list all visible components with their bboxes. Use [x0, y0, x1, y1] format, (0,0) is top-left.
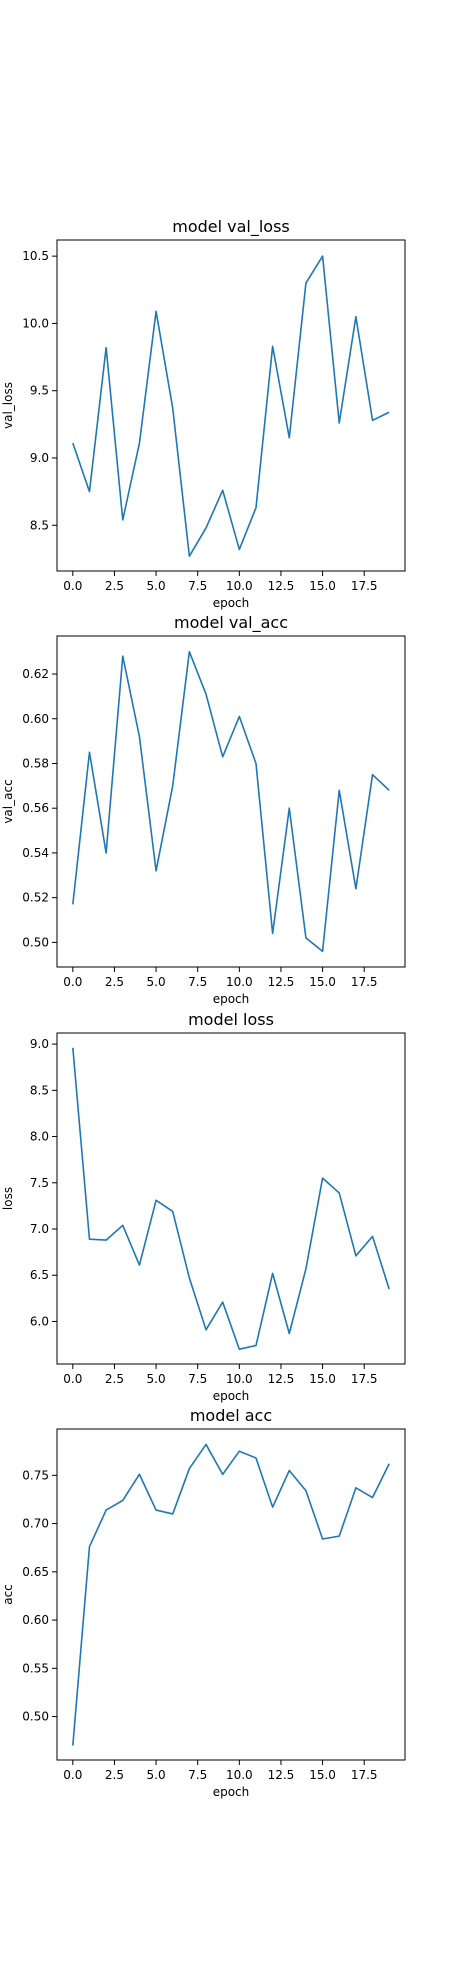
x-tick-label: 12.5 — [268, 975, 295, 989]
y-tick-label: 8.5 — [30, 1083, 49, 1097]
chart-title: model val_loss — [172, 217, 290, 237]
x-tick-label: 15.0 — [309, 1768, 336, 1782]
x-tick-label: 7.5 — [188, 1372, 207, 1386]
y-tick-label: 0.50 — [22, 935, 49, 949]
series-line — [72, 255, 390, 558]
x-tick-label: 7.5 — [188, 1768, 207, 1782]
y-axis-label: acc — [1, 1584, 15, 1605]
x-tick-label: 2.5 — [105, 1372, 124, 1386]
y-axis-label: loss — [1, 1187, 15, 1210]
y-tick-label: 0.65 — [22, 1565, 49, 1579]
y-tick-label: 0.55 — [22, 1661, 49, 1675]
plot-frame — [56, 1428, 406, 1761]
y-axis-label: val_acc — [1, 779, 15, 823]
x-tick-label: 15.0 — [309, 1372, 336, 1386]
y-tick-label: 0.56 — [22, 801, 49, 815]
series-line — [72, 650, 390, 953]
y-tick-label: 0.62 — [22, 667, 49, 681]
x-tick-label: 17.5 — [351, 579, 378, 593]
x-tick-label: 17.5 — [351, 1372, 378, 1386]
x-tick-label: 0.0 — [63, 579, 82, 593]
y-tick-label: 8.0 — [30, 1130, 49, 1144]
x-tick-label: 7.5 — [188, 975, 207, 989]
x-tick-label: 2.5 — [105, 1768, 124, 1782]
chart-title: model acc — [190, 1406, 272, 1425]
series-line — [72, 1443, 390, 1746]
chart-title: model loss — [188, 1010, 274, 1029]
y-tick-label: 6.0 — [30, 1314, 49, 1328]
y-tick-label: 9.0 — [30, 451, 49, 465]
chart-title: model val_acc — [174, 613, 288, 633]
y-tick-label: 7.5 — [30, 1176, 49, 1190]
y-tick-label: 8.5 — [30, 518, 49, 532]
y-tick-label: 9.5 — [30, 384, 49, 398]
x-tick-label: 10.0 — [226, 1372, 253, 1386]
x-tick-label: 5.0 — [147, 1372, 166, 1386]
x-tick-label: 5.0 — [147, 579, 166, 593]
plot-frame — [56, 1032, 406, 1365]
plot-frame — [56, 635, 406, 968]
x-tick-label: 7.5 — [188, 579, 207, 593]
x-tick-label: 17.5 — [351, 975, 378, 989]
x-tick-label: 12.5 — [268, 1768, 295, 1782]
subplot-2: model val_acc 0.0 2.5 5.0 7.5 10.0 12.5 15.0 17.… — [1, 613, 406, 1006]
subplot-4: model acc 0.0 2.5 5.0 7.5 10.0 12.5 15.0 17.5 0.5… — [1, 1406, 406, 1799]
y-tick-label: 0.58 — [22, 756, 49, 770]
y-tick-label: 0.60 — [22, 1613, 49, 1627]
x-tick-label: 2.5 — [105, 579, 124, 593]
y-tick-label: 0.60 — [22, 712, 49, 726]
x-tick-label: 5.0 — [147, 975, 166, 989]
x-axis-label: epoch — [213, 1389, 250, 1403]
y-tick-label: 0.54 — [22, 846, 49, 860]
y-tick-label: 0.70 — [22, 1517, 49, 1531]
y-tick-label: 10.0 — [22, 316, 49, 330]
y-tick-label: 10.5 — [22, 249, 49, 263]
x-tick-label: 15.0 — [309, 579, 336, 593]
x-tick-label: 5.0 — [147, 1768, 166, 1782]
y-axis-label: val_loss — [1, 382, 15, 429]
x-tick-label: 0.0 — [63, 1768, 82, 1782]
x-tick-label: 15.0 — [309, 975, 336, 989]
plot-frame — [56, 239, 406, 572]
x-tick-label: 0.0 — [63, 975, 82, 989]
x-tick-label: 12.5 — [268, 1372, 295, 1386]
x-axis-label: epoch — [213, 992, 250, 1006]
y-tick-label: 0.52 — [22, 891, 49, 905]
series-line — [72, 1047, 390, 1351]
y-tick-label: 7.0 — [30, 1222, 49, 1236]
x-tick-label: 12.5 — [268, 579, 295, 593]
x-tick-label: 2.5 — [105, 975, 124, 989]
y-tick-label: 9.0 — [30, 1037, 49, 1051]
x-axis-label: epoch — [213, 1785, 250, 1799]
x-tick-label: 0.0 — [63, 1372, 82, 1386]
x-tick-label: 10.0 — [226, 579, 253, 593]
y-tick-label: 0.50 — [22, 1710, 49, 1724]
x-tick-label: 17.5 — [351, 1768, 378, 1782]
subplot-1: model val_loss 0.0 2.5 5.0 7.5 10.0 12.5 15.0 17… — [1, 217, 406, 610]
y-tick-label: 6.5 — [30, 1268, 49, 1282]
subplot-3: model loss 0.0 2.5 5.0 7.5 10.0 12.5 15.0 17.5 6.… — [1, 1010, 406, 1403]
y-tick-label: 0.75 — [22, 1468, 49, 1482]
x-tick-label: 10.0 — [226, 1768, 253, 1782]
x-tick-label: 10.0 — [226, 975, 253, 989]
x-axis-label: epoch — [213, 596, 250, 610]
